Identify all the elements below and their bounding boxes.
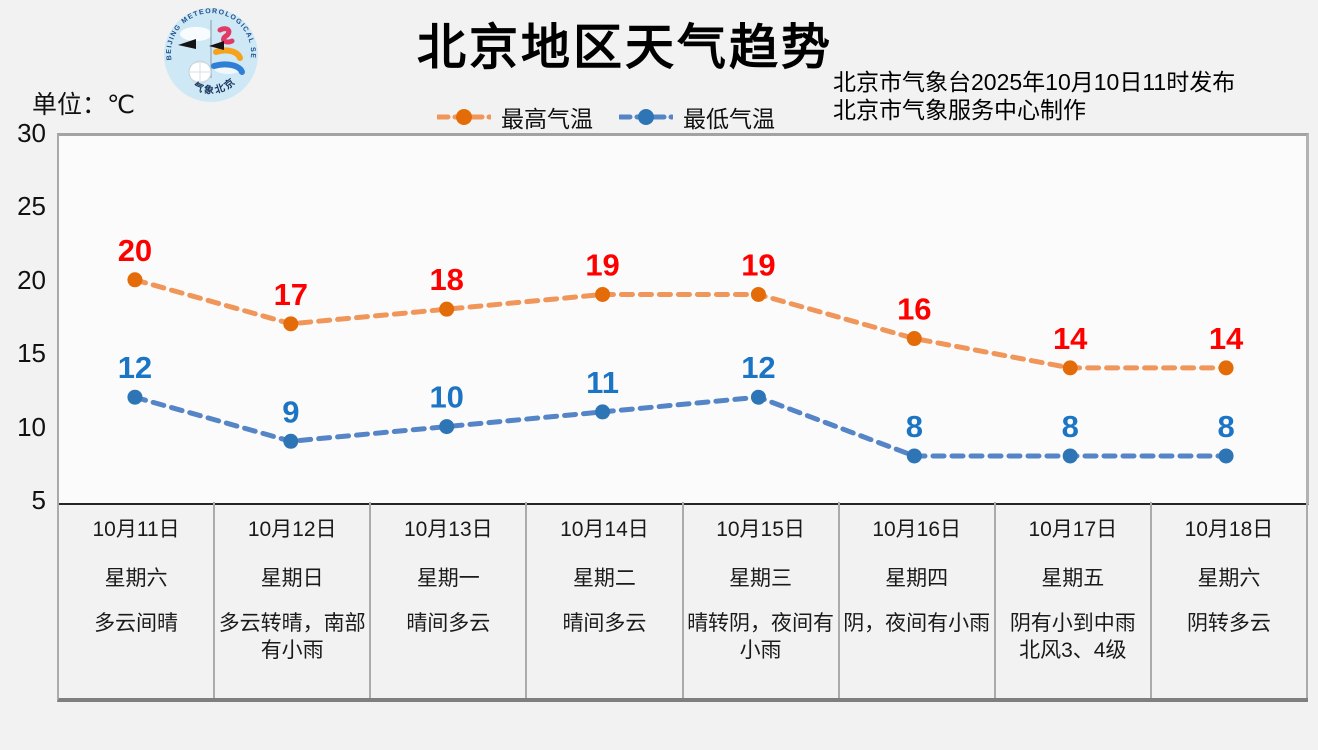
- weekday-label: 星期六: [104, 567, 168, 590]
- y-tick-30: 30: [17, 118, 46, 148]
- date-label: 10月13日: [403, 518, 493, 541]
- day-column-1: 10月11日 星期六 多云间晴: [59, 502, 216, 698]
- date-label: 10月17日: [1028, 518, 1118, 541]
- date-label: 10月16日: [872, 518, 962, 541]
- unit-label: 单位：℃: [32, 91, 136, 119]
- legend-item-high-temp: 最高气温: [437, 100, 593, 134]
- y-tick-15: 15: [17, 338, 46, 368]
- day-column-7: 10月17日 星期五 阴有小到中雨 北风3、4级: [996, 502, 1152, 698]
- weather-label: 阴，夜间有小雨: [843, 612, 991, 635]
- forecast-table: 10月11日 星期六 多云间晴 10月12日 星期日 多云转晴，南部有小雨 10…: [57, 502, 1308, 702]
- page-title: 北京地区天气趋势: [416, 21, 833, 75]
- weather-label: 晴间多云: [562, 612, 647, 635]
- beijing-meteorological-service-logo: BEIJING METEOROLOGICAL SERVICE 气象北京: [162, 4, 258, 102]
- weather-label: 阴有小到中雨 北风3、4级: [1009, 612, 1136, 662]
- weather-label: 晴转阴，夜间有小雨: [687, 612, 835, 662]
- publisher-info: 北京市气象台2025年10月10日11时发布 北京市气象服务中心制作: [833, 68, 1235, 124]
- high-temp-legend-swatch-icon: [437, 109, 491, 125]
- weather-label: 阴转多云: [1186, 612, 1271, 635]
- legend-label-high-temp: 最高气温: [501, 106, 593, 132]
- cloud-icon: [180, 27, 212, 41]
- weather-label: 晴间多云: [406, 612, 491, 635]
- day-column-6: 10月16日 星期四 阴，夜间有小雨: [840, 502, 996, 698]
- weekday-label: 星期二: [572, 567, 636, 590]
- weather-label: 多云转晴，南部有小雨: [218, 612, 366, 662]
- weekday-label: 星期六: [1197, 567, 1261, 590]
- orange-swoosh-icon: [213, 47, 243, 61]
- issued-line: 北京市气象台2025年10月10日11时发布: [833, 69, 1236, 95]
- legend-label-low-temp: 最低气温: [683, 106, 775, 132]
- weekday-label: 星期日: [260, 567, 324, 590]
- day-column-2: 10月12日 星期日 多云转晴，南部有小雨: [215, 502, 372, 698]
- day-column-4: 10月14日 星期二 晴间多云: [527, 502, 684, 698]
- plane-icon: [178, 39, 196, 49]
- plot-area: [57, 133, 1309, 505]
- weather-label: 多云间晴: [94, 612, 179, 635]
- y-tick-5: 5: [31, 485, 46, 515]
- chart-legend: 最高气温 最低气温: [437, 100, 775, 134]
- date-label: 10月11日: [92, 518, 180, 541]
- date-label: 10月14日: [560, 518, 649, 541]
- radar-grid: [189, 61, 211, 83]
- date-label: 10月18日: [1184, 518, 1274, 541]
- y-tick-20: 20: [17, 265, 46, 295]
- producer-line: 北京市气象服务中心制作: [833, 97, 1086, 123]
- weekday-label: 星期三: [729, 567, 793, 590]
- low-temp-legend-swatch-icon: [619, 109, 673, 125]
- y-tick-10: 10: [17, 412, 46, 442]
- date-label: 10月12日: [247, 518, 337, 541]
- weekday-label: 星期五: [1041, 567, 1105, 590]
- day-column-5: 10月15日 星期三 晴转阴，夜间有小雨: [684, 502, 840, 698]
- legend-item-low-temp: 最低气温: [619, 100, 775, 134]
- y-tick-25: 25: [17, 191, 46, 221]
- date-label: 10月15日: [716, 518, 805, 541]
- red-swoosh-icon: [217, 26, 235, 45]
- blue-swoosh-icon: [211, 61, 245, 75]
- weekday-label: 星期四: [885, 567, 949, 590]
- plane-icon: [209, 41, 224, 50]
- day-column-3: 10月13日 星期一 晴间多云: [371, 502, 528, 698]
- day-column-8: 10月18日 星期六 阴转多云: [1152, 502, 1308, 698]
- weekday-label: 星期一: [416, 567, 480, 590]
